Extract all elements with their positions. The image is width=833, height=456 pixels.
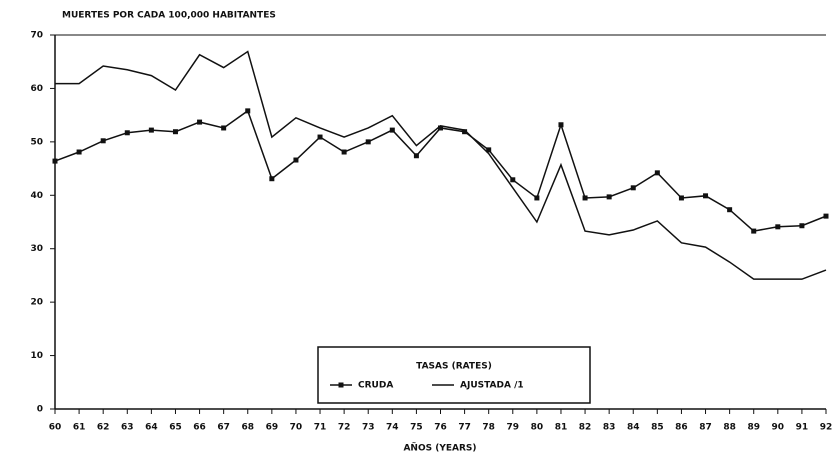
x-tick-label: 85 xyxy=(651,423,664,433)
point-marker xyxy=(76,149,82,155)
x-tick-label: 84 xyxy=(627,423,640,433)
x-tick-label: 78 xyxy=(482,423,495,433)
point-marker xyxy=(293,157,299,163)
point-marker xyxy=(775,224,781,230)
point-marker xyxy=(52,158,58,164)
y-tick-label: 60 xyxy=(30,84,43,94)
x-tick-label: 69 xyxy=(266,423,279,433)
y-tick-label: 10 xyxy=(30,351,43,361)
x-tick-label: 87 xyxy=(699,423,712,433)
x-tick-label: 67 xyxy=(217,423,230,433)
x-tick-label: 79 xyxy=(507,423,520,433)
x-tick-label: 80 xyxy=(531,423,544,433)
point-marker xyxy=(654,170,660,176)
point-marker xyxy=(438,125,443,131)
x-tick-label: 75 xyxy=(410,423,423,433)
point-marker xyxy=(799,223,805,229)
x-tick-label: 65 xyxy=(169,423,182,433)
legend-title: TASAS (RATES) xyxy=(416,362,492,372)
legend-label: CRUDA xyxy=(358,381,393,391)
x-tick-label: 83 xyxy=(603,423,616,433)
point-marker xyxy=(124,130,130,136)
x-tick-label: 70 xyxy=(290,423,303,433)
x-tick-label: 66 xyxy=(193,423,206,433)
x-tick-label: 61 xyxy=(73,423,86,433)
point-marker xyxy=(727,207,733,213)
x-tick-label: 64 xyxy=(145,423,158,433)
x-tick-label: 63 xyxy=(121,423,134,433)
series-line xyxy=(55,50,827,280)
x-tick-label: 91 xyxy=(796,423,809,433)
point-marker xyxy=(606,194,612,200)
y-tick-label: 20 xyxy=(30,298,43,308)
x-tick-label: 60 xyxy=(49,423,62,433)
point-marker xyxy=(823,213,829,219)
x-tick-label: 62 xyxy=(97,423,110,433)
point-marker xyxy=(630,185,636,191)
x-tick-label: 82 xyxy=(579,423,592,433)
point-marker xyxy=(100,138,106,144)
y-tick-label: 30 xyxy=(30,244,43,254)
chart-title: MUERTES POR CADA 100,000 HABITANTES xyxy=(62,11,276,21)
x-tick-label: 92 xyxy=(820,423,833,433)
point-marker xyxy=(221,125,227,131)
point-marker xyxy=(269,176,275,182)
x-tick-label: 74 xyxy=(386,423,399,433)
point-marker xyxy=(245,108,251,114)
point-marker xyxy=(558,122,564,128)
x-tick-label: 68 xyxy=(241,423,254,433)
point-marker xyxy=(317,134,323,140)
x-tick-label: 89 xyxy=(747,423,760,433)
x-tick-label: 76 xyxy=(434,423,447,433)
x-tick-label: 77 xyxy=(458,423,471,433)
legend-box xyxy=(317,346,591,404)
y-tick-label: 40 xyxy=(30,191,43,201)
y-tick-label: 0 xyxy=(37,405,43,415)
point-marker xyxy=(462,129,468,135)
point-marker xyxy=(172,129,178,135)
legend-marker xyxy=(338,382,344,388)
x-tick-label: 72 xyxy=(338,423,351,433)
point-marker xyxy=(751,228,757,234)
point-marker xyxy=(678,195,684,201)
point-marker xyxy=(413,153,419,159)
x-tick-label: 88 xyxy=(723,423,736,433)
point-marker xyxy=(365,139,371,145)
x-tick-label: 73 xyxy=(362,423,375,433)
x-tick-label: 71 xyxy=(314,423,327,433)
point-marker xyxy=(703,193,709,199)
point-marker xyxy=(486,147,492,153)
point-marker xyxy=(197,119,203,125)
x-tick-label: 81 xyxy=(555,423,568,433)
x-tick-label: 86 xyxy=(675,423,688,433)
y-tick-label: 70 xyxy=(30,31,43,41)
point-marker xyxy=(510,177,516,183)
point-marker xyxy=(534,195,540,201)
x-tick-label: 90 xyxy=(772,423,785,433)
x-axis-label: AÑOS (YEARS) xyxy=(403,443,476,454)
point-marker xyxy=(148,127,154,133)
point-marker xyxy=(341,149,347,155)
point-marker xyxy=(582,195,588,201)
y-tick-label: 50 xyxy=(30,137,43,147)
point-marker xyxy=(389,127,395,133)
legend-label: AJUSTADA /1 xyxy=(460,381,524,391)
